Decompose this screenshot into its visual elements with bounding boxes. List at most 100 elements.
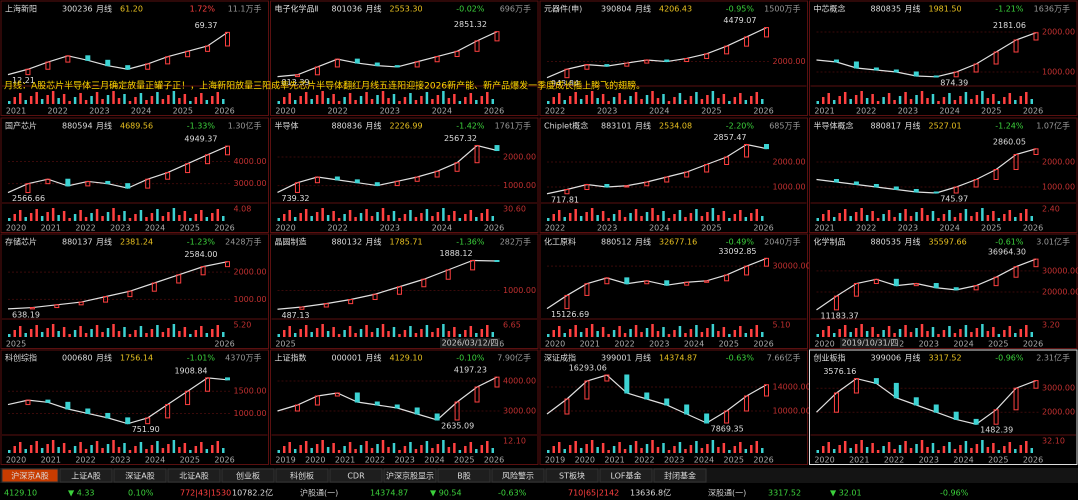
tab[interactable] — [1, 468, 59, 483]
tab-label[interactable]: 科创板 — [290, 471, 314, 481]
volume-bar — [62, 443, 66, 453]
volume-bar — [1008, 93, 1012, 104]
tab-label[interactable]: B股 — [457, 472, 471, 481]
candle — [684, 57, 690, 63]
volume-bar — [315, 328, 319, 337]
volume-bar — [651, 91, 654, 104]
tab[interactable] — [599, 468, 653, 483]
panel-frame[interactable] — [809, 117, 1078, 233]
panel-name: 存储芯片 — [5, 237, 37, 247]
x-year-label: 2026 — [1023, 456, 1043, 465]
volume-bar — [167, 95, 170, 104]
volume-bar — [1014, 100, 1017, 104]
panel-frame[interactable] — [270, 117, 539, 233]
panel-name: 电子化学品Ⅱ — [275, 4, 319, 14]
tab-label[interactable]: 创业板 — [236, 471, 260, 481]
panel-frame[interactable] — [539, 233, 808, 349]
tab-label[interactable]: 深证A股 — [125, 472, 154, 481]
candle — [604, 374, 610, 382]
y-tick-label: 3000.00 — [234, 179, 267, 188]
tab[interactable] — [59, 468, 113, 483]
volume-bar — [854, 444, 858, 453]
volume-bar — [629, 445, 632, 453]
volume-bar — [200, 442, 203, 453]
panel-volume: 7.90亿手 — [497, 353, 531, 363]
volume-bar — [321, 208, 324, 221]
candle — [893, 278, 899, 287]
tab[interactable] — [275, 468, 329, 483]
tab[interactable] — [545, 468, 599, 483]
x-year-label: 2022 — [48, 107, 68, 116]
candle — [973, 63, 979, 73]
tab-label[interactable]: 封闭基金 — [664, 471, 696, 481]
panel-code: 880512 — [601, 238, 632, 247]
panel-frame[interactable] — [539, 349, 808, 465]
y-tick-label: 1000.00 — [773, 183, 806, 192]
panel-code: 801036 — [332, 5, 363, 14]
panel-frame[interactable] — [0, 0, 269, 116]
candle — [474, 145, 480, 164]
tab[interactable] — [167, 468, 221, 483]
high-label: 2860.05 — [993, 137, 1026, 146]
volume-bar — [893, 100, 896, 104]
candle — [434, 56, 440, 63]
volume-bar — [18, 210, 22, 221]
volume-bar — [871, 327, 874, 337]
panel-period: 月线 — [905, 121, 921, 131]
candle — [205, 45, 211, 52]
tab[interactable] — [221, 468, 275, 483]
candle — [933, 191, 939, 194]
tab-label[interactable]: LOF基金 — [610, 471, 641, 481]
volume-bar — [997, 450, 1001, 453]
panel-frame[interactable] — [270, 0, 539, 116]
volume-bar — [46, 95, 49, 104]
panel-frame[interactable] — [809, 349, 1078, 465]
low-label: 813.39 — [282, 78, 310, 87]
tab[interactable] — [653, 468, 707, 483]
volume-bar — [887, 210, 891, 221]
candle — [953, 287, 959, 291]
panel-frame[interactable] — [0, 349, 269, 465]
panel-period: 月线 — [366, 4, 382, 14]
volume-bar — [1025, 325, 1028, 337]
volume-bar — [112, 91, 115, 104]
low-label: 745.97 — [940, 195, 968, 204]
tab[interactable] — [491, 468, 545, 483]
tab[interactable] — [437, 468, 491, 483]
volume-bar — [744, 100, 748, 104]
candle — [853, 378, 859, 394]
volume-bar — [623, 449, 627, 453]
panel-frame[interactable] — [539, 0, 808, 116]
panel-frame[interactable] — [270, 233, 539, 349]
panel-frame[interactable] — [0, 233, 269, 349]
volume-bar — [706, 212, 709, 221]
volume-bar — [915, 212, 918, 221]
candle — [1013, 387, 1019, 411]
tab-label[interactable]: 上证A股 — [71, 472, 100, 481]
tab-label[interactable]: 沪深京A股 — [11, 471, 48, 481]
volume-bar — [293, 333, 297, 337]
volume-bar — [937, 334, 940, 337]
tab-label[interactable]: 风险警示 — [502, 471, 534, 481]
panel-frame[interactable] — [270, 349, 539, 465]
tab-label[interactable]: 北证A股 — [179, 472, 208, 481]
volume-bar — [414, 100, 418, 104]
candle — [314, 176, 320, 184]
candle — [953, 71, 959, 78]
panel-change: -1.23% — [187, 238, 216, 247]
tab-label[interactable]: CDR — [347, 472, 365, 481]
tab[interactable] — [113, 468, 167, 483]
tab-label[interactable]: 沪深京股显示 — [386, 471, 434, 481]
candle — [78, 301, 84, 306]
x-year-label: 2021 — [604, 456, 624, 465]
volume-bar — [161, 99, 165, 104]
candle — [744, 395, 750, 412]
tab-label[interactable]: ST板块 — [559, 471, 585, 481]
panel-frame[interactable] — [809, 0, 1078, 116]
tab[interactable] — [329, 468, 383, 483]
volume-bar — [975, 95, 979, 104]
tab[interactable] — [383, 468, 437, 483]
panel-frame[interactable] — [0, 117, 269, 233]
candle — [225, 145, 230, 156]
status-item: 沪股通(一) — [300, 488, 338, 498]
